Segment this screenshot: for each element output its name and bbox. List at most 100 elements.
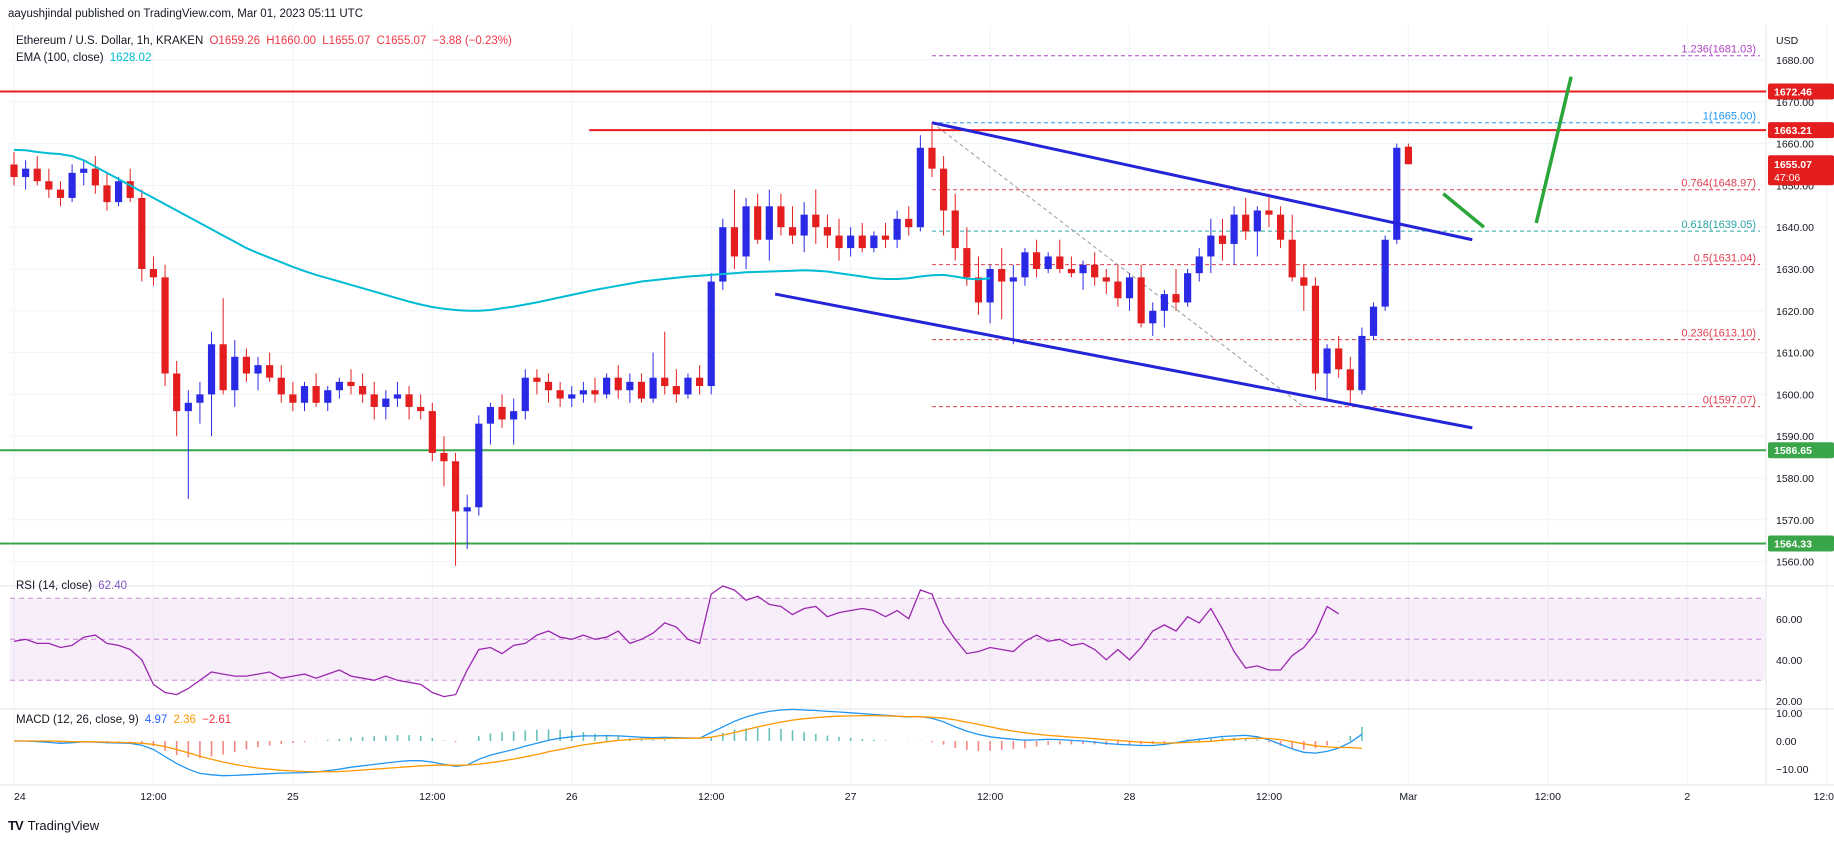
candle-down <box>1137 277 1145 324</box>
price-tick-label: 1680.00 <box>1776 55 1814 67</box>
candle-up <box>1184 273 1192 303</box>
candle-down <box>777 206 785 228</box>
candle-down <box>91 168 99 186</box>
candle-up <box>335 381 343 391</box>
candle-down <box>533 377 541 382</box>
candle-up <box>22 168 30 178</box>
signal-value: 2.36 <box>173 714 196 726</box>
candle-down <box>672 386 680 395</box>
candle-up <box>68 172 76 198</box>
ema-legend[interactable]: EMA (100, close) 1628.02 <box>16 52 154 64</box>
price-tick-label: 1570.00 <box>1776 515 1814 527</box>
price-tick-label: 1580.00 <box>1776 473 1814 485</box>
candle-down <box>33 168 41 182</box>
candle-down <box>940 168 948 211</box>
candle-up <box>382 398 390 407</box>
price-tag-label: 1586.65 <box>1774 445 1812 457</box>
macd-label: MACD (12, 26, close, 9) <box>16 714 139 726</box>
current-price-label: 1655.07 <box>1774 159 1812 171</box>
ohlc-close: C1655.07 <box>376 35 427 47</box>
candle-up <box>800 214 808 236</box>
candle-up <box>847 235 855 249</box>
tradingview-mark-icon: TV <box>8 818 24 833</box>
candle-up <box>254 365 262 374</box>
candle-up <box>684 377 692 395</box>
candle-down <box>661 377 669 387</box>
candle-up <box>324 390 332 403</box>
candle-down <box>312 386 320 403</box>
price-tick-label: 1610.00 <box>1776 348 1814 360</box>
rsi-label: RSI (14, close) <box>16 580 93 592</box>
ohlc-high: H1660.00 <box>266 35 317 47</box>
candle-up <box>1207 235 1215 257</box>
candle-down <box>963 248 971 278</box>
candle-up <box>1369 306 1378 336</box>
ohlc-low: L1655.07 <box>322 35 371 47</box>
time-tick-label: 26 <box>566 791 578 803</box>
candle-down <box>637 381 646 399</box>
macd-value: 4.97 <box>144 714 168 726</box>
candle-down <box>998 269 1006 282</box>
rsi-value: 62.40 <box>98 580 128 592</box>
candle-down <box>544 381 553 391</box>
macd-legend[interactable]: MACD (12, 26, close, 9) 4.97 2.36 −2.61 <box>16 714 234 726</box>
candle-down <box>974 277 983 303</box>
candle-up <box>207 344 216 395</box>
time-tick-label: 12:00 <box>1535 791 1561 803</box>
candle-down <box>823 227 831 236</box>
candle-down <box>289 394 297 403</box>
candle-down <box>1242 214 1250 232</box>
candle-down <box>614 377 622 391</box>
symbol-info: Ethereum / U.S. Dollar, 1h, KRAKEN O1659… <box>16 35 515 47</box>
candle-up <box>1149 310 1157 324</box>
candle-up <box>765 206 773 240</box>
candle-up <box>475 423 483 508</box>
candle-down <box>1114 281 1122 299</box>
candle-up <box>649 377 657 399</box>
channel-trendline <box>774 292 1473 430</box>
candle-up <box>1323 348 1331 374</box>
candle-down <box>1276 214 1285 240</box>
candle-down <box>928 147 936 169</box>
candle-down <box>1056 256 1064 269</box>
time-tick-label: 12:00 <box>1814 791 1834 803</box>
candle-down <box>858 235 866 249</box>
candle-down <box>1404 146 1412 165</box>
rsi-tick-label: 40.00 <box>1776 655 1802 667</box>
candle-down <box>428 411 436 453</box>
candle-down <box>835 235 843 249</box>
candle-down <box>730 227 739 257</box>
candle-up <box>463 507 471 512</box>
candle-up <box>196 394 204 403</box>
price-tick-label: 1560.00 <box>1776 557 1814 569</box>
candle-down <box>347 381 355 387</box>
candle-up <box>510 411 518 420</box>
price-tag <box>1768 83 1834 100</box>
candle-down <box>138 197 146 269</box>
tradingview-logo[interactable]: TV TradingView <box>8 818 99 833</box>
symbol-name[interactable]: Ethereum / U.S. Dollar, 1h, KRAKEN <box>16 35 204 47</box>
candle-up <box>393 394 402 399</box>
candle-down <box>498 406 506 420</box>
candle-down <box>905 218 913 228</box>
rsi-legend[interactable]: RSI (14, close) 62.40 <box>16 580 130 592</box>
time-tick-label: 12:00 <box>419 791 445 803</box>
candle-down <box>370 394 378 407</box>
fib-level-label: 0.236(1613.10) <box>1681 328 1756 340</box>
candle-up <box>986 269 994 303</box>
ohlc-change: −3.88 (−0.23%) <box>432 35 512 47</box>
fib-level-label: 0.618(1639.05) <box>1681 219 1756 231</box>
candle-up <box>80 168 88 173</box>
tradingview-logo-text: TradingView <box>27 818 100 833</box>
candle-down <box>1300 277 1308 286</box>
candle-up <box>300 386 309 403</box>
candle-down <box>161 277 169 374</box>
channel-trendline <box>931 121 1473 242</box>
rsi-tick-label: 20.00 <box>1776 696 1802 708</box>
candle-up <box>742 206 750 257</box>
fib-level-label: 1(1665.00) <box>1703 111 1756 123</box>
candle-down <box>556 390 564 399</box>
candle-up <box>626 381 634 391</box>
candle-down <box>173 373 181 412</box>
